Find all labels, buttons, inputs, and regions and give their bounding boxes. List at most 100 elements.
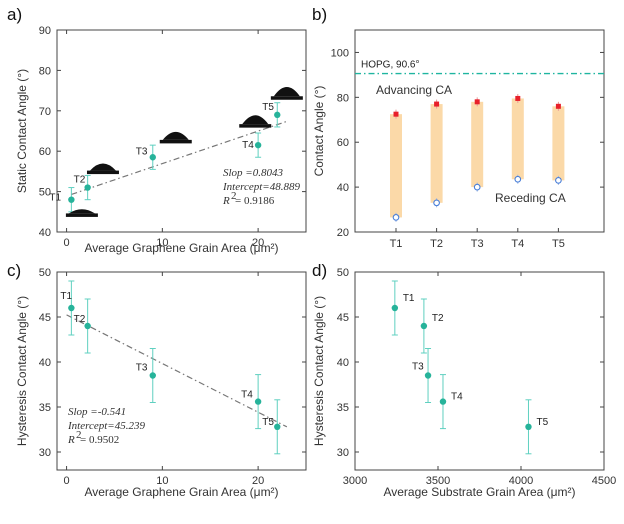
receding-point [555,177,562,184]
receding-point [433,199,440,207]
x-tick-label: 10 [156,237,168,249]
x-tick-label: T2 [430,238,443,250]
data-point [274,423,281,430]
y-tick-label: 40 [39,357,51,369]
point-label: T3 [412,362,424,373]
data-point [68,196,75,203]
panel-label: d) [312,261,327,280]
point-label: T1 [403,293,415,304]
y-tick-label: 50 [337,267,349,279]
y-axis-title: Hysteresis Contact Angle (°) [312,296,326,446]
fit-r-value: = 0.9502 [80,434,119,446]
point-label: T4 [451,392,463,403]
data-point [439,398,447,405]
advancing-label: Advancing CA [376,83,452,97]
y-axis-title: Static Contact Angle (°) [15,69,29,193]
y-tick-label: 40 [337,357,349,369]
plot-frame [56,29,307,233]
fit-line [66,314,288,428]
y-tick-label: 60 [337,137,349,149]
data-point [274,111,281,119]
range-bar [471,101,484,188]
droplet-substrate [159,139,192,144]
y-tick-label: 50 [39,187,51,199]
plot-frame [354,29,605,233]
point-label: T5 [262,417,274,428]
point-label: T1 [49,193,61,204]
range-bar [511,98,524,180]
plot-frame [56,271,307,471]
droplet-icon [68,209,95,214]
data-point [254,141,262,149]
droplet-icon [242,115,269,125]
fit-slope: Slop =-0.541 [68,406,126,418]
y-tick-label: 40 [39,227,51,239]
x-tick-label: 0 [64,475,70,487]
point-label: T2 [74,314,86,325]
y-tick-label: 40 [337,182,349,194]
advancing-point [474,99,480,105]
point-label: T5 [262,102,274,113]
data-point [149,372,156,379]
data-point [254,398,262,405]
advancing-point [555,103,561,109]
x-tick-label: 20 [252,475,264,487]
receding-point [473,183,481,191]
fit-line [71,120,288,196]
point-label: T5 [536,417,548,428]
data-point [68,304,75,312]
droplet-icon [89,163,116,171]
y-tick-label: 20 [337,227,349,239]
data-point [391,304,399,312]
advancing-point [515,95,521,101]
y-axis-title: Contact Angle (°) [312,86,326,177]
y-tick-label: 80 [337,92,349,104]
data-point [149,154,156,161]
x-tick-label: 10 [156,475,168,487]
y-tick-label: 90 [39,25,51,37]
y-tick-label: 35 [39,402,51,414]
range-bar [552,106,565,181]
droplet-substrate [65,213,98,217]
advancing-point [434,101,440,107]
y-tick-label: 70 [39,106,51,118]
fit-r-value: = 0.9186 [235,195,275,207]
fit-r-superscript: 2 [76,429,82,441]
y-tick-label: 45 [39,312,51,324]
droplet-substrate [270,96,303,100]
data-point [424,372,432,379]
y-tick-label: 80 [39,65,51,77]
x-tick-label: 0 [64,237,70,249]
data-point [84,184,91,191]
x-tick-label: 3500 [426,475,450,487]
point-label: T4 [242,140,254,151]
x-tick-label: T4 [511,238,524,250]
x-tick-label: 4500 [592,475,616,487]
data-point [525,423,532,430]
hopg-label: HOPG, 90.6° [361,60,419,71]
advancing-point [393,111,399,117]
point-label: T2 [432,313,444,324]
droplet-icon [273,87,300,97]
receding-point [392,214,400,221]
fit-r-label: R [222,195,230,207]
x-axis-title: Average Graphene Grain Area (μm²) [84,485,278,499]
x-axis-title: Average Graphene Grain Area (μm²) [84,241,278,255]
receding-point [514,175,522,183]
point-label: T1 [60,291,72,302]
fit-r-label: R [67,434,75,446]
panel-label: b) [312,5,327,24]
y-tick-label: 60 [39,146,51,158]
x-tick-label: T3 [471,238,484,250]
fit-slope: Slop =0.8043 [223,167,283,179]
x-tick-label: T1 [390,238,403,250]
range-bar [390,114,402,218]
y-tick-label: 50 [39,267,51,279]
x-tick-label: 3000 [343,475,367,487]
fit-r-superscript: 2 [231,190,237,202]
point-label: T4 [241,390,253,401]
fit-intercept: Intercept=48.889 [222,181,300,193]
y-tick-label: 35 [337,402,349,414]
y-tick-label: 100 [331,47,349,59]
